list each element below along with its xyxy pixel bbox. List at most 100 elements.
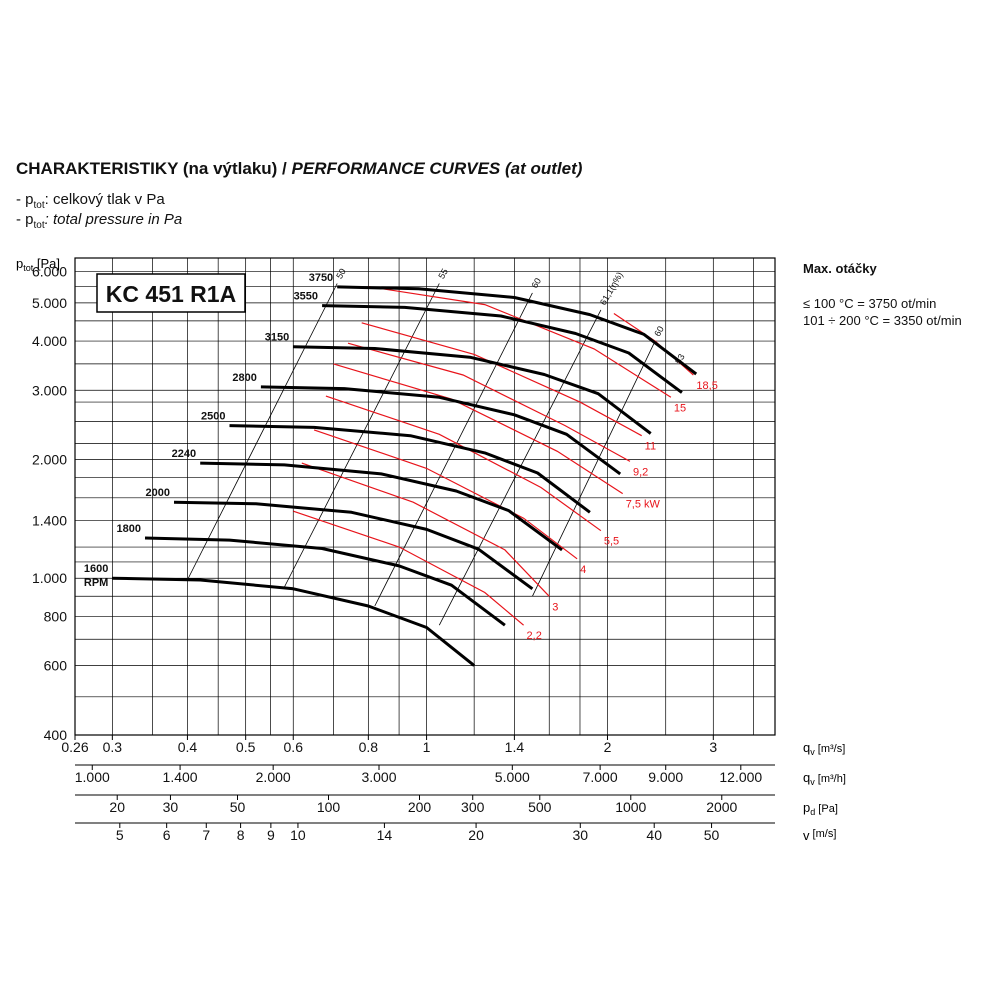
power-label: 4	[580, 564, 586, 576]
speed-curve	[260, 385, 622, 476]
speed-curve	[229, 424, 591, 514]
rpm-label: 2240	[172, 448, 196, 460]
y-tick-label: 600	[44, 658, 68, 674]
x-axis-title: qv [m³/h]	[803, 770, 846, 787]
x-tick-label: 300	[461, 799, 485, 815]
rpm-label: 2800	[232, 372, 256, 384]
chart-title: CHARAKTERISTIKY (na výtlaku) / PERFORMAN…	[16, 159, 582, 179]
y-axis-title: ptot [Pa]	[16, 256, 60, 273]
power-label: 11	[645, 441, 656, 453]
power-curve	[347, 342, 631, 462]
efficiency-label: 55	[436, 267, 450, 281]
x-tick-label: 3	[709, 739, 717, 755]
power-curve	[325, 395, 602, 532]
legend-dash: -	[16, 211, 26, 228]
x-tick-label: 1.400	[163, 769, 198, 785]
x-tick-label: 3.000	[361, 769, 396, 785]
legend-en: - ptot: total pressure in Pa	[16, 211, 182, 231]
x-tick-label: 2000	[706, 799, 737, 815]
x-axis-title: v [m/s]	[803, 828, 836, 843]
y-tick-label: 1.400	[32, 513, 67, 529]
efficiency-line	[187, 283, 338, 581]
speed-curve	[173, 500, 534, 591]
power-label: 15	[674, 402, 686, 414]
x-tick-label: 30	[572, 827, 588, 843]
y-tick-label: 6.000	[32, 264, 67, 280]
x-tick-label: 0.8	[359, 739, 379, 755]
x-tick-label: 0.3	[103, 739, 123, 755]
legend-cz: - ptot: celkový tlak v Pa	[16, 191, 165, 211]
legend-subscript: tot	[33, 200, 45, 211]
y-tick-label: 2.000	[32, 452, 67, 468]
power-label: 7,5 kW	[626, 499, 661, 511]
x-tick-label: 7.000	[583, 769, 618, 785]
x-tick-label: 1	[423, 739, 431, 755]
x-tick-label: 500	[528, 799, 552, 815]
rpm-label: 3550	[294, 291, 318, 303]
x-tick-label: 1.4	[505, 739, 525, 755]
side-line1: ≤ 100 °C = 3750 ot/min	[803, 296, 937, 311]
x-tick-label: 9	[267, 827, 275, 843]
title-cz: CHARAKTERISTIKY (na výtlaku) /	[16, 159, 287, 178]
power-label: 9,2	[633, 466, 648, 478]
x-tick-label: 12.000	[719, 769, 762, 785]
legend-en-text: : total pressure in Pa	[44, 211, 183, 228]
x-axis-title: pd [Pa]	[803, 800, 838, 817]
speed-curve	[200, 461, 563, 552]
efficiency-line	[284, 283, 440, 588]
x-tick-label: 8	[237, 827, 245, 843]
x-tick-label: 100	[317, 799, 341, 815]
x-tick-label: 50	[704, 827, 720, 843]
speed-curve	[112, 576, 476, 667]
rpm-label: 3150	[265, 332, 289, 344]
efficiency-label: 60	[529, 276, 543, 290]
plot-frame	[74, 257, 776, 736]
x-tick-label: 20	[468, 827, 484, 843]
efficiency-line	[374, 292, 533, 607]
x-tick-label: 7	[202, 827, 210, 843]
x-tick-label: 1000	[615, 799, 646, 815]
y-tick-label: 800	[44, 608, 68, 624]
x-tick-label: 1.000	[75, 769, 110, 785]
efficiency-label: 61,1(η%)	[598, 270, 625, 307]
power-label: 18,5	[696, 380, 717, 392]
x-tick-label: 0.26	[61, 739, 88, 755]
x-tick-label: 40	[646, 827, 662, 843]
x-tick-label: 2.000	[256, 769, 291, 785]
x-tick-label: 200	[408, 799, 432, 815]
x-tick-label: 5	[116, 827, 124, 843]
side-heading: Max. otáčky	[803, 261, 877, 276]
x-tick-label: 5.000	[495, 769, 530, 785]
x-tick-label: 6	[163, 827, 171, 843]
rpm-label: 2500	[201, 411, 225, 423]
legend-subscript: tot	[33, 220, 45, 231]
power-curve	[313, 429, 578, 560]
power-label: 5,5	[604, 536, 619, 548]
y-tick-label: 4.000	[32, 333, 67, 349]
x-tick-label: 50	[230, 799, 246, 815]
power-curve	[293, 510, 524, 626]
speed-curve	[337, 285, 698, 376]
speed-curve	[322, 304, 683, 394]
x-tick-label: 14	[377, 827, 393, 843]
title-en: PERFORMANCE CURVES (at outlet)	[291, 159, 583, 178]
x-tick-label: 0.6	[284, 739, 304, 755]
rpm-label: 1800	[117, 523, 141, 535]
rpm-unit-label: RPM	[84, 577, 108, 589]
legend-dash: -	[16, 191, 26, 208]
x-tick-label: 2	[604, 739, 612, 755]
side-line2: 101 ÷ 200 °C = 3350 ot/min	[803, 313, 962, 328]
efficiency-label: 60	[652, 324, 666, 338]
efficiency-label: 50	[334, 267, 348, 281]
power-label: 3	[552, 601, 558, 613]
rpm-label: 1600	[84, 563, 108, 575]
model-box	[96, 273, 246, 313]
power-curve	[301, 462, 550, 597]
rpm-label: 3750	[309, 272, 333, 284]
y-tick-label: 3.000	[32, 382, 67, 398]
power-curve	[361, 322, 642, 437]
legend-symbol: p	[25, 191, 34, 208]
x-tick-label: 10	[290, 827, 306, 843]
legend-symbol: p	[25, 211, 34, 228]
